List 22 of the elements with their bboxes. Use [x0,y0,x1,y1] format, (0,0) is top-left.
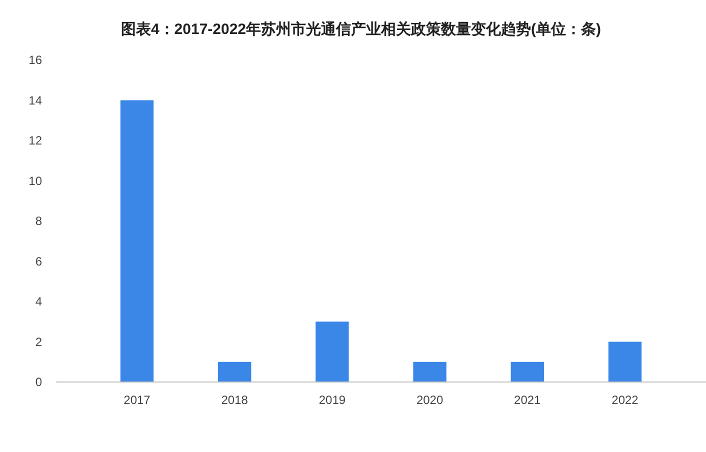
x-tick-label: 2020 [416,393,444,407]
chart-title: 图表4：2017-2022年苏州市光通信产业相关政策数量变化趋势(单位：条) [120,20,602,38]
bar [608,342,642,382]
bar [218,362,252,382]
bar [120,100,154,382]
y-tick-label: 4 [35,294,42,309]
bar [316,322,349,382]
y-tick-label: 10 [28,174,42,188]
y-tick-label: 12 [28,134,42,148]
bar [510,362,544,382]
y-tick-label: 6 [35,254,42,268]
y-tick-label: 16 [28,53,42,68]
y-tick-label: 8 [35,214,42,228]
x-tick-label: 2019 [318,393,346,407]
x-tick-label: 2017 [124,393,151,407]
x-tick-label: 2021 [514,393,542,407]
x-tick-label: 2018 [221,393,248,407]
y-tick-label: 0 [35,375,42,390]
y-tick-label: 14 [28,93,42,108]
bar [413,362,446,382]
y-tick-label: 2 [35,334,42,349]
x-tick-label: 2022 [612,393,639,407]
